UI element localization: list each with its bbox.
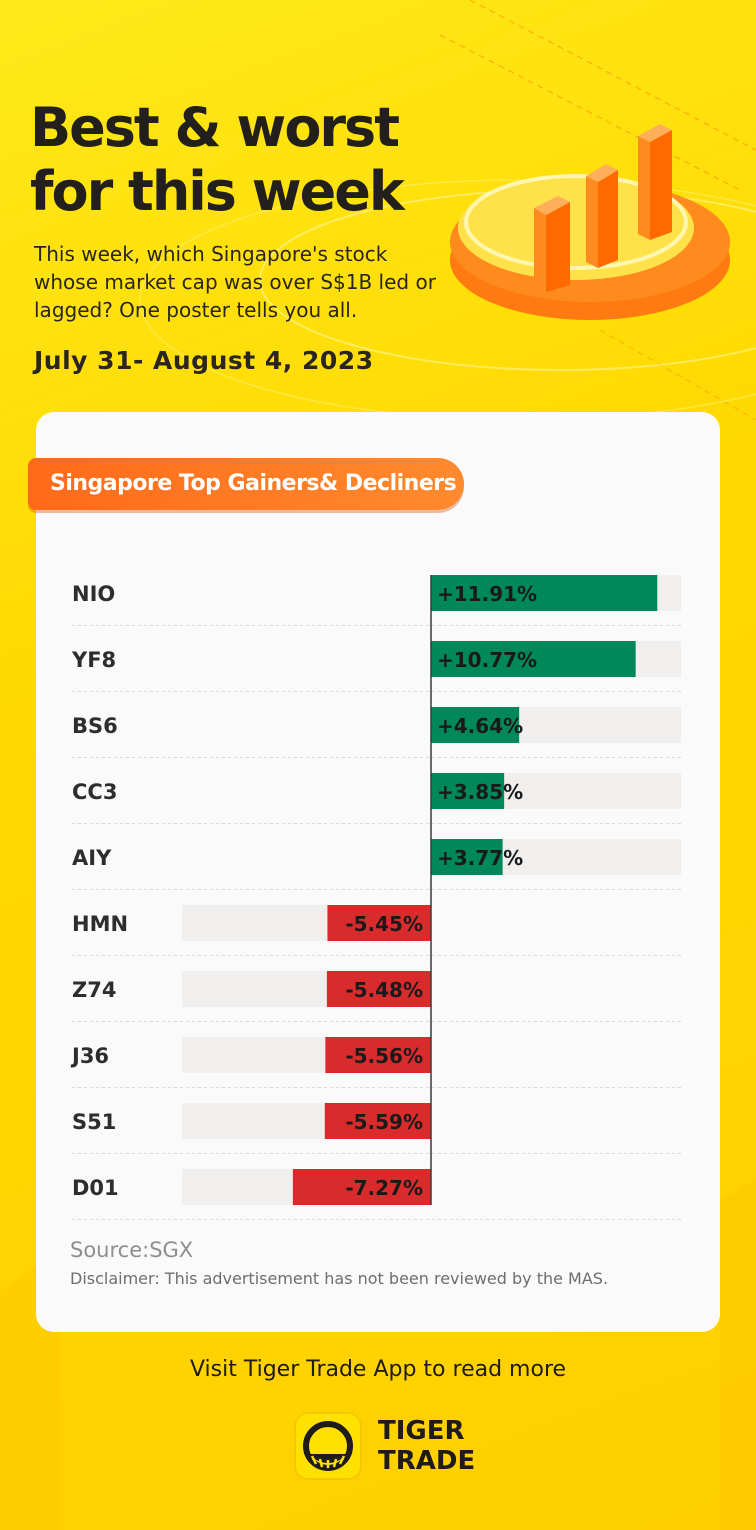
category-label: YF8 xyxy=(71,648,116,672)
tiger-trade-logo-icon xyxy=(294,1412,362,1480)
category-label: HMN xyxy=(72,912,128,936)
category-label: CC3 xyxy=(72,780,117,804)
page-subtitle: This week, which Singapore's stock whose… xyxy=(34,242,436,322)
category-label: NIO xyxy=(72,582,115,606)
category-label: J36 xyxy=(70,1044,109,1068)
value-label: +3.85% xyxy=(437,780,523,804)
date-range: July 31- August 4, 2023 xyxy=(34,346,374,375)
bar-yf8 xyxy=(431,641,636,677)
category-label: AIY xyxy=(72,846,112,870)
chart-badge: Singapore Top Gainers& Decliners xyxy=(28,458,464,510)
value-label: -5.59% xyxy=(345,1110,423,1134)
title-line-1: Best & worst xyxy=(30,96,400,159)
bar-nio xyxy=(431,575,658,611)
source-note: Source:SGX xyxy=(70,1238,194,1262)
brand-name-line-2: TRADE xyxy=(378,1446,476,1476)
value-label: -5.56% xyxy=(345,1044,423,1068)
gainers-decliners-chart: NIO +11.91% YF8 +10.77% BS6 +4.64% CC3 +3.85% AI… xyxy=(70,575,684,1220)
category-label: S51 xyxy=(72,1110,116,1134)
bar-bs6 xyxy=(431,707,520,743)
value-label: +11.91% xyxy=(437,582,537,606)
category-label: D01 xyxy=(72,1176,119,1200)
bar-hmn xyxy=(327,905,431,941)
bar-d01 xyxy=(292,1169,431,1205)
visit-app-link[interactable]: Visit Tiger Trade App to read more xyxy=(189,1357,567,1382)
bar-cc3 xyxy=(431,773,505,809)
value-label: +4.64% xyxy=(437,714,523,738)
value-label: -7.27% xyxy=(345,1176,423,1200)
page-title: Best & worst for this week xyxy=(30,96,405,224)
bar-s51 xyxy=(324,1103,431,1139)
bar-aiy xyxy=(431,839,503,875)
value-label: -5.45% xyxy=(345,912,423,936)
value-label: +3.77% xyxy=(437,846,523,870)
value-label: -5.48% xyxy=(345,978,423,1002)
bar-chart-podium-icon xyxy=(450,124,730,320)
bar-z74 xyxy=(326,971,431,1007)
category-label: BS6 xyxy=(72,714,118,738)
title-line-2: for this week xyxy=(30,160,405,223)
category-label: Z74 xyxy=(72,978,116,1002)
brand-name: TIGER TRADE xyxy=(378,1416,475,1476)
value-label: +10.77% xyxy=(437,648,537,672)
disclaimer-note: Disclaimer: This advertisement has not b… xyxy=(70,1269,609,1288)
brand-name-line-1: TIGER xyxy=(378,1416,465,1446)
brand-logo[interactable]: TIGER TRADE xyxy=(294,1412,484,1482)
bar-j36 xyxy=(325,1037,431,1073)
